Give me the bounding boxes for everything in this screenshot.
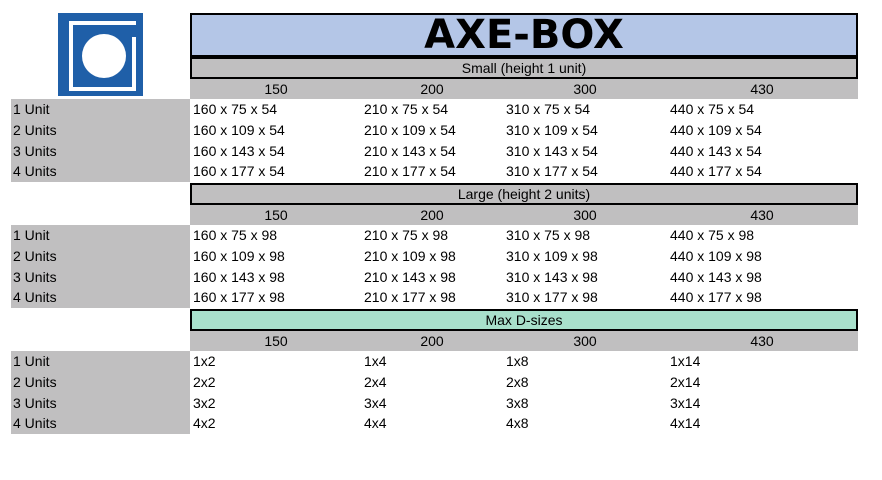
table-cell: 310 x 177 x 54 — [506, 163, 598, 180]
table-cell: 210 x 177 x 54 — [364, 163, 456, 180]
table-cell: 440 x 177 x 98 — [670, 289, 762, 306]
row-label: 4 Units — [11, 161, 190, 182]
row-label: 4 Units — [11, 413, 190, 434]
row-label: 4 Units — [11, 287, 190, 308]
table-cell: 3x14 — [670, 394, 701, 411]
table-cell: 4x2 — [193, 415, 216, 432]
column-header: 300 — [573, 81, 597, 97]
column-header: 430 — [750, 81, 774, 97]
page-title: AXE-BOX — [424, 12, 624, 58]
column-header: 150 — [264, 333, 288, 349]
table-cell: 1x2 — [193, 353, 216, 369]
table-cell: 3x8 — [506, 394, 529, 411]
table-cell: 210 x 109 x 54 — [364, 121, 456, 138]
column-header: 300 — [573, 333, 597, 349]
row-label: 1 Unit — [11, 99, 190, 120]
column-header: 430 — [750, 333, 774, 349]
column-header-row: 150 200 300 430 — [190, 79, 858, 99]
row-label: 3 Units — [11, 392, 190, 414]
table-cell: 4x8 — [506, 415, 529, 432]
row-label: 1 Unit — [11, 351, 190, 372]
table-cell: 2x14 — [670, 373, 701, 390]
row-label: 3 Units — [11, 266, 190, 288]
table-cell: 2x4 — [364, 373, 387, 390]
table-cell: 210 x 143 x 98 — [364, 268, 456, 285]
table-cell: 3x4 — [364, 394, 387, 411]
table-cell: 440 x 75 x 98 — [670, 227, 755, 243]
table-cell: 440 x 109 x 98 — [670, 247, 762, 264]
row-label: 3 Units — [11, 140, 190, 162]
table-cell: 3x2 — [193, 394, 216, 411]
table-cell: 160 x 143 x 54 — [193, 142, 285, 159]
table-cell: 440 x 75 x 54 — [670, 101, 755, 117]
table-cell: 1x4 — [364, 353, 387, 369]
row-label: 2 Units — [11, 371, 190, 393]
table-cell: 310 x 143 x 54 — [506, 142, 598, 159]
column-header-row: 150 200 300 430 — [190, 205, 858, 225]
column-header: 150 — [264, 81, 288, 97]
table-cell: 310 x 109 x 54 — [506, 121, 598, 138]
row-label: 1 Unit — [11, 225, 190, 246]
table-cell: 210 x 75 x 54 — [364, 101, 449, 117]
table-cell: 440 x 143 x 98 — [670, 268, 762, 285]
table-cell: 440 x 177 x 54 — [670, 163, 762, 180]
column-header-row: 150 200 300 430 — [190, 331, 858, 351]
table-cell: 440 x 109 x 54 — [670, 121, 762, 138]
table-cell: 160 x 143 x 98 — [193, 268, 285, 285]
table-cell: 310 x 109 x 98 — [506, 247, 598, 264]
table-cell: 310 x 143 x 98 — [506, 268, 598, 285]
table-cell: 2x2 — [193, 373, 216, 390]
table-cell: 2x8 — [506, 373, 529, 390]
row-label: 2 Units — [11, 119, 190, 141]
table-cell: 1x14 — [670, 353, 701, 369]
row-label: 2 Units — [11, 245, 190, 267]
table-cell: 4x14 — [670, 415, 701, 432]
table-cell: 310 x 75 x 98 — [506, 227, 591, 243]
section-header: Large (height 2 units) — [190, 183, 858, 205]
table-cell: 160 x 177 x 98 — [193, 289, 285, 306]
table-cell: 160 x 177 x 54 — [193, 163, 285, 180]
table-cell: 4x4 — [364, 415, 387, 432]
table-cell: 160 x 75 x 98 — [193, 227, 278, 243]
table-cell: 1x8 — [506, 353, 529, 369]
axe-box-logo-icon — [58, 13, 143, 96]
table-cell: 160 x 109 x 98 — [193, 247, 285, 264]
section-header: Max D-sizes — [190, 309, 858, 331]
table-cell: 160 x 75 x 54 — [193, 101, 278, 117]
table-cell: 310 x 75 x 54 — [506, 101, 591, 117]
table-cell: 160 x 109 x 54 — [193, 121, 285, 138]
column-header: 200 — [420, 333, 444, 349]
column-header: 200 — [420, 207, 444, 223]
table-cell: 210 x 75 x 98 — [364, 227, 449, 243]
section-header: Small (height 1 unit) — [190, 57, 858, 79]
column-header: 200 — [420, 81, 444, 97]
title-banner: AXE-BOX — [190, 13, 858, 57]
column-header: 150 — [264, 207, 288, 223]
table-cell: 210 x 177 x 98 — [364, 289, 456, 306]
table-cell: 210 x 143 x 54 — [364, 142, 456, 159]
table-cell: 440 x 143 x 54 — [670, 142, 762, 159]
column-header: 300 — [573, 207, 597, 223]
table-cell: 210 x 109 x 98 — [364, 247, 456, 264]
column-header: 430 — [750, 207, 774, 223]
table-cell: 310 x 177 x 98 — [506, 289, 598, 306]
